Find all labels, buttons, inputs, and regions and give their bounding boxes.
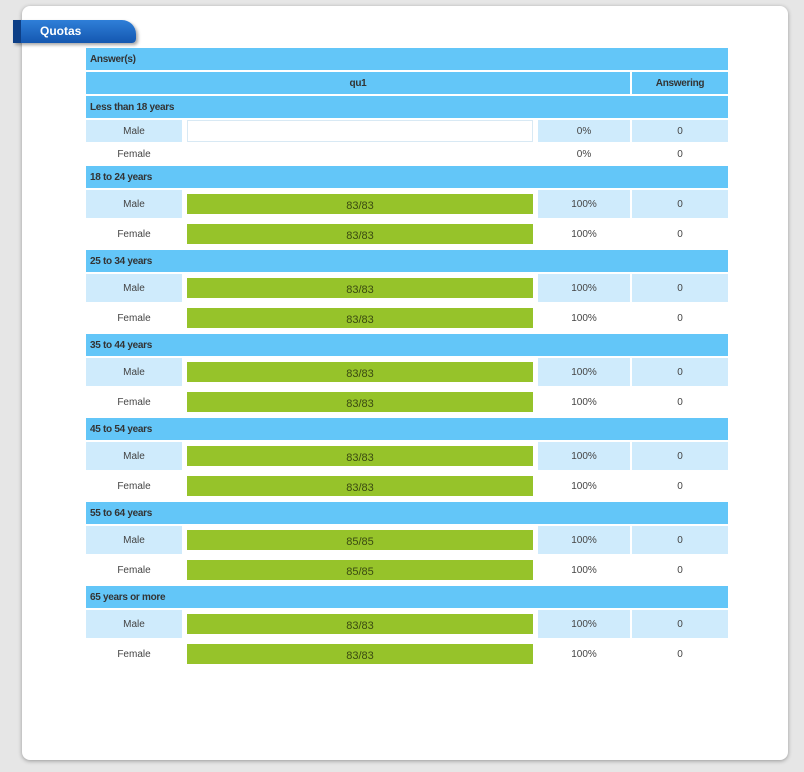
age-group-header: 18 to 24 years [86,166,729,188]
gender-label: Male [86,442,182,470]
quota-row: Male 0% 0 [86,120,729,142]
quota-progress-bar: 83/83 [187,446,533,466]
age-group-header: Less than 18 years [86,96,729,118]
quota-progress-bar: 83/83 [187,614,533,634]
quota-progress-cell: 83/83 [184,358,536,386]
gender-label: Male [86,610,182,638]
quota-row: Male 83/83 100% 0 [86,274,729,302]
quota-progress-bar: 83/83 [187,308,533,328]
quota-progress-cell [184,120,536,142]
quota-progress-cell: 83/83 [184,190,536,218]
quota-row: Male 83/83 100% 0 [86,190,729,218]
quota-percent: 100% [538,610,630,638]
gender-label: Male [86,526,182,554]
gender-label: Female [86,640,182,668]
quota-progress-bar: 85/85 [187,560,533,580]
quotas-tab-label: Quotas [40,24,82,38]
quota-row: Male 83/83 100% 0 [86,442,729,470]
quota-row: Female 85/85 100% 0 [86,556,729,584]
quota-percent: 100% [538,274,630,302]
quota-progress-bar: 83/83 [187,224,533,244]
answers-header: Answer(s) [86,48,729,70]
quota-percent: 0% [538,144,630,164]
gender-label: Female [86,144,182,164]
answering-count: 0 [632,190,729,218]
quota-progress-cell [184,144,536,164]
gender-label: Female [86,556,182,584]
quota-row: Female 83/83 100% 0 [86,304,729,332]
answering-count: 0 [632,274,729,302]
quota-progress-cell: 85/85 [184,556,536,584]
age-group-header: 25 to 34 years [86,250,729,272]
quota-progress-cell: 85/85 [184,526,536,554]
gender-label: Male [86,120,182,142]
gender-label: Female [86,388,182,416]
quota-percent: 100% [538,388,630,416]
quota-progress-cell: 83/83 [184,220,536,248]
answering-count: 0 [632,120,729,142]
quota-progress-cell: 83/83 [184,442,536,470]
quota-percent: 100% [538,190,630,218]
question-column-header: qu1 [86,72,630,94]
quota-percent: 100% [538,358,630,386]
quota-percent: 100% [538,220,630,248]
quota-row: Female 83/83 100% 0 [86,388,729,416]
age-group-header: 65 years or more [86,586,729,608]
quota-percent: 100% [538,472,630,500]
quotas-tab[interactable]: Quotas [13,20,136,43]
quota-progress-bar: 83/83 [187,278,533,298]
age-group-header: 35 to 44 years [86,334,729,356]
gender-label: Female [86,304,182,332]
answering-count: 0 [632,144,729,164]
quota-percent: 0% [538,120,630,142]
answering-count: 0 [632,526,729,554]
answering-count: 0 [632,442,729,470]
answering-count: 0 [632,358,729,386]
quota-percent: 100% [538,526,630,554]
age-group-header: 55 to 64 years [86,502,729,524]
quota-progress-bar: 83/83 [187,392,533,412]
quota-progress-bar: 83/83 [187,194,533,214]
quota-progress-cell: 83/83 [184,388,536,416]
quota-row: Female 83/83 100% 0 [86,640,729,668]
answering-count: 0 [632,388,729,416]
gender-label: Male [86,190,182,218]
quota-row: Female 83/83 100% 0 [86,220,729,248]
quota-progress-cell: 83/83 [184,610,536,638]
quota-row: Female 0% 0 [86,144,729,164]
quota-progress-cell: 83/83 [184,472,536,500]
quota-progress-cell: 83/83 [184,274,536,302]
quota-percent: 100% [538,556,630,584]
quota-progress-bar: 83/83 [187,476,533,496]
quotas-table: Answer(s) qu1 Answering Less than 18 yea… [84,46,730,670]
answering-count: 0 [632,220,729,248]
gender-label: Female [86,472,182,500]
quota-progress-cell: 83/83 [184,304,536,332]
answering-count: 0 [632,556,729,584]
answering-count: 0 [632,610,729,638]
quota-row: Male 83/83 100% 0 [86,358,729,386]
quota-percent: 100% [538,304,630,332]
quota-percent: 100% [538,640,630,668]
quota-row: Male 85/85 100% 0 [86,526,729,554]
quota-progress-bar: 85/85 [187,530,533,550]
answering-column-header: Answering [632,72,729,94]
gender-label: Male [86,274,182,302]
age-group-header: 45 to 54 years [86,418,729,440]
answering-count: 0 [632,304,729,332]
answering-count: 0 [632,640,729,668]
quota-row: Male 83/83 100% 0 [86,610,729,638]
answering-count: 0 [632,472,729,500]
gender-label: Female [86,220,182,248]
gender-label: Male [86,358,182,386]
quota-percent: 100% [538,442,630,470]
quota-progress-empty [187,120,533,142]
quota-progress-bar: 83/83 [187,644,533,664]
quota-progress-cell: 83/83 [184,640,536,668]
quota-progress-bar: 83/83 [187,362,533,382]
quota-row: Female 83/83 100% 0 [86,472,729,500]
